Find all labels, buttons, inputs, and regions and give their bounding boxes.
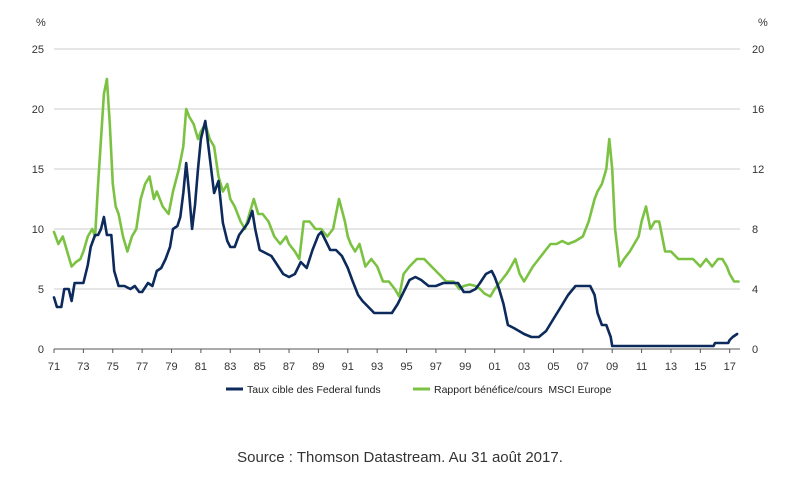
x-tick-label: 07	[577, 361, 589, 373]
x-tick-label: 11	[636, 361, 647, 373]
x-tick-label: 77	[136, 361, 148, 373]
x-tick-label: 05	[547, 361, 559, 373]
x-tick-label: 89	[312, 361, 324, 373]
x-tick-label: 99	[459, 361, 471, 373]
x-tick-label: 97	[430, 361, 442, 373]
x-tick-label: 71	[48, 361, 60, 373]
legend: Taux cible des Federal funds Rapport bén…	[226, 384, 612, 396]
right-axis-unit: %	[758, 17, 768, 29]
source-note: Source : Thomson Datastream. Au 31 août …	[237, 449, 563, 466]
x-tick-label: 93	[371, 361, 383, 373]
x-tick-label: 75	[107, 361, 119, 373]
legend-label-msci-europe: Rapport bénéfice/cours MSCI Europe	[434, 384, 612, 396]
gridlines	[54, 48, 740, 290]
x-tick-label: 03	[518, 361, 530, 373]
left-tick-label: 25	[32, 44, 44, 56]
left-axis-ticks: 0 5 10 15 20 25	[32, 44, 44, 356]
left-tick-label: 5	[38, 284, 44, 296]
right-tick-label: 0	[752, 344, 758, 356]
x-tick-label: 91	[342, 361, 354, 373]
x-tick-label: 85	[254, 361, 266, 373]
right-tick-label: 8	[752, 224, 758, 236]
x-axis-ticks: 71 73 75 77 79 81 83 85 87 89 91 93 95 97 99 01 03 05 07 09…	[48, 349, 736, 373]
series-line-fed-funds	[52, 119, 739, 348]
right-tick-label: 4	[752, 284, 758, 296]
left-tick-label: 15	[32, 164, 44, 176]
x-tick-label: 87	[283, 361, 295, 373]
x-tick-label: 13	[665, 361, 677, 373]
left-axis-unit: %	[36, 17, 46, 29]
left-tick-label: 20	[32, 104, 44, 116]
x-tick-label: 17	[724, 361, 736, 373]
right-tick-label: 12	[752, 164, 764, 176]
right-tick-label: 16	[752, 104, 764, 116]
x-tick-label: 81	[195, 361, 207, 373]
series-layer	[52, 77, 740, 348]
x-tick-label: 95	[400, 361, 412, 373]
x-tick-label: 15	[694, 361, 706, 373]
x-tick-label: 01	[489, 361, 501, 373]
left-tick-label: 10	[32, 224, 44, 236]
x-tick-label: 09	[606, 361, 618, 373]
x-tick-label: 79	[165, 361, 177, 373]
left-tick-label: 0	[38, 344, 44, 356]
right-axis-ticks: 0 4 8 12 16 20	[752, 44, 764, 356]
x-tick-label: 73	[77, 361, 89, 373]
right-tick-label: 20	[752, 44, 764, 56]
x-tick-label: 83	[224, 361, 236, 373]
series-line-msci-europe	[52, 77, 740, 298]
legend-label-fed-funds: Taux cible des Federal funds	[247, 384, 381, 396]
